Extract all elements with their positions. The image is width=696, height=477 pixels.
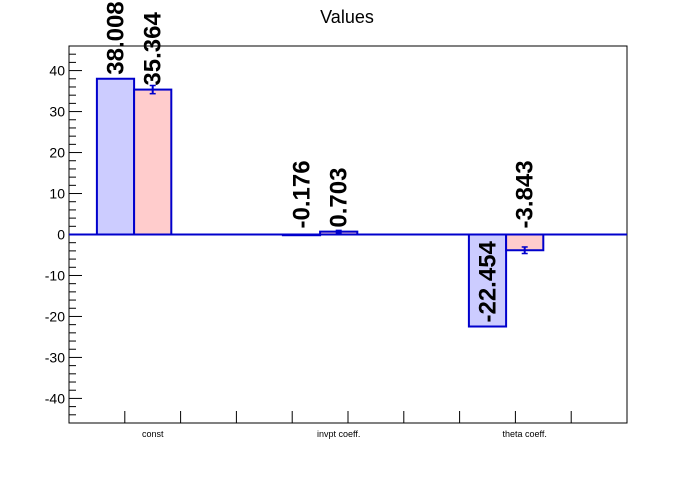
y-tick-label: 10 bbox=[49, 186, 65, 202]
data-label: -22.454 bbox=[475, 240, 502, 322]
data-label: -0.176 bbox=[289, 160, 316, 228]
data-label: 38.008 bbox=[103, 1, 130, 74]
plot-area: -40 -30 -20 -10 0 10 20 30 40 38.008 35.364 const -0… bbox=[45, 1, 628, 439]
x-category-label: invpt coeff. bbox=[317, 429, 360, 439]
data-label: 0.703 bbox=[326, 168, 353, 228]
bar-1-const bbox=[95, 77, 136, 236]
y-tick-label: -40 bbox=[45, 390, 65, 406]
data-label: -3.843 bbox=[512, 160, 539, 228]
chart-title: Values bbox=[320, 7, 374, 27]
y-tick-label: -30 bbox=[45, 349, 65, 365]
bar-2-const bbox=[133, 88, 173, 236]
y-tick-label: 20 bbox=[49, 145, 65, 161]
y-tick-label: 0 bbox=[57, 227, 65, 243]
x-category-label: theta coeff. bbox=[503, 429, 547, 439]
y-tick-label: -10 bbox=[45, 267, 65, 283]
data-label: 35.364 bbox=[140, 12, 167, 86]
y-tick-label: 40 bbox=[49, 63, 65, 79]
x-category-label: const bbox=[142, 429, 164, 439]
y-tick-label: -20 bbox=[45, 308, 65, 324]
y-tick-label: 30 bbox=[49, 104, 65, 120]
